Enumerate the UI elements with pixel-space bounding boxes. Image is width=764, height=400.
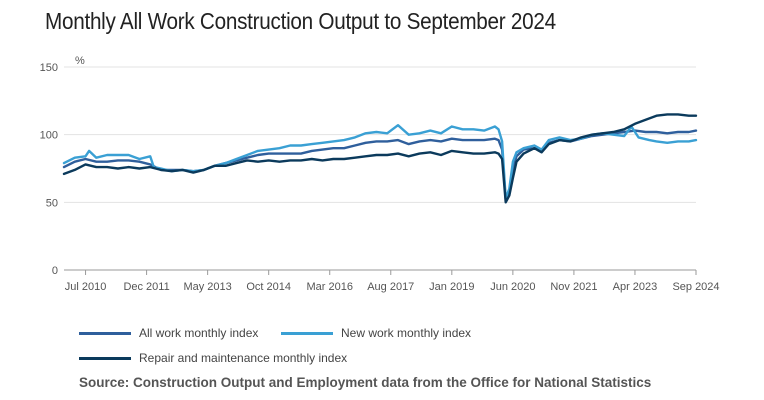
x-tick-label: Mar 2016	[306, 281, 352, 293]
x-tick-label: Dec 2011	[123, 281, 169, 293]
x-tick-label: Nov 2021	[550, 281, 597, 293]
x-tick-label: Sep 2024	[672, 281, 719, 293]
y-tick-label: 100	[40, 130, 58, 142]
legend-item-all-work: All work monthly index	[79, 326, 258, 340]
chart-title: Monthly All Work Construction Output to …	[45, 8, 556, 34]
series-line-0	[62, 129, 698, 201]
x-tick-label: Jan 2019	[429, 281, 474, 293]
y-tick-label: 150	[40, 62, 58, 74]
series-line-1	[62, 124, 698, 200]
x-tick-label: Oct 2014	[246, 281, 291, 293]
legend-swatch-all-work	[79, 331, 131, 335]
legend-item-new-work: New work monthly index	[281, 326, 471, 340]
x-tick-label: May 2013	[183, 281, 231, 293]
legend-swatch-repair-maintenance	[79, 356, 131, 360]
legend-label-repair-maintenance: Repair and maintenance monthly index	[139, 351, 348, 365]
x-tick-label: Jun 2020	[490, 281, 535, 293]
y-tick-label: 50	[46, 197, 58, 209]
source-note: Source: Construction Output and Employme…	[79, 375, 652, 390]
x-tick-label: Apr 2023	[613, 281, 658, 293]
x-tick-label: Aug 2017	[367, 281, 414, 293]
legend-label-new-work: New work monthly index	[341, 326, 472, 340]
x-tick-label: Jul 2010	[65, 281, 107, 293]
y-tick-label: 0	[52, 265, 58, 277]
legend-item-repair-maintenance: Repair and maintenance monthly index	[79, 351, 347, 365]
y-axis-label: %	[75, 55, 85, 67]
legend-swatch-new-work	[281, 331, 333, 335]
series-line-2	[62, 113, 698, 204]
legend-label-all-work: All work monthly index	[139, 326, 259, 340]
